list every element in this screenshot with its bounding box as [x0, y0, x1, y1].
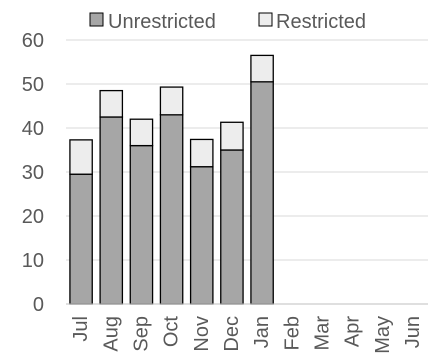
x-tick-label: Apr	[342, 316, 364, 347]
y-tick-label: 40	[22, 118, 44, 140]
legend-label-unrestricted: Unrestricted	[108, 11, 216, 33]
legend-label-restricted: Restricted	[276, 11, 366, 33]
x-tick-label: Jun	[402, 316, 424, 348]
y-tick-label: 20	[22, 206, 44, 228]
x-tick-label: May	[372, 316, 394, 353]
bar-unrestricted-jan	[250, 81, 274, 305]
x-axis-tick-labels: Jul Aug Sep Oct Nov Dec Jan Feb Mar Apr May Jun	[70, 316, 424, 353]
y-tick-label: 0	[33, 294, 44, 316]
x-tick-label: Feb	[281, 316, 303, 350]
bar-unrestricted-jul	[69, 173, 93, 305]
x-tick-label: Sep	[130, 316, 152, 352]
x-tick-label: Oct	[161, 316, 183, 348]
y-tick-label: 30	[22, 162, 44, 184]
bar-restricted-sep	[129, 118, 154, 147]
bar-restricted-jul	[69, 139, 93, 175]
gridlines	[66, 39, 428, 261]
bar-unrestricted-aug	[99, 116, 124, 305]
y-axis-tick-labels: 0 10 20 30 40 50 60	[22, 30, 44, 316]
bar-unrestricted-oct	[159, 114, 184, 305]
bar-restricted-nov	[189, 138, 214, 168]
legend-swatch-restricted	[258, 12, 273, 27]
bars	[69, 54, 274, 305]
bar-unrestricted-sep	[129, 144, 154, 305]
legend: Unrestricted Restricted	[89, 11, 366, 33]
bar-restricted-jan	[250, 54, 274, 83]
bar-restricted-oct	[159, 86, 184, 116]
x-tick-label: Dec	[221, 316, 243, 352]
x-tick-label: Jul	[70, 316, 92, 342]
y-tick-label: 60	[22, 30, 44, 52]
legend-swatch-unrestricted	[89, 12, 104, 27]
y-tick-label: 10	[22, 250, 44, 272]
bar-unrestricted-nov	[189, 166, 214, 305]
y-tick-label: 50	[22, 74, 44, 96]
bar-restricted-aug	[99, 89, 124, 118]
x-tick-label: Aug	[100, 316, 122, 352]
bar-restricted-dec	[220, 121, 244, 151]
x-tick-label: Nov	[191, 316, 213, 352]
bar-unrestricted-dec	[220, 149, 244, 305]
x-tick-label: Jan	[251, 316, 273, 348]
x-tick-label: Mar	[311, 316, 333, 351]
